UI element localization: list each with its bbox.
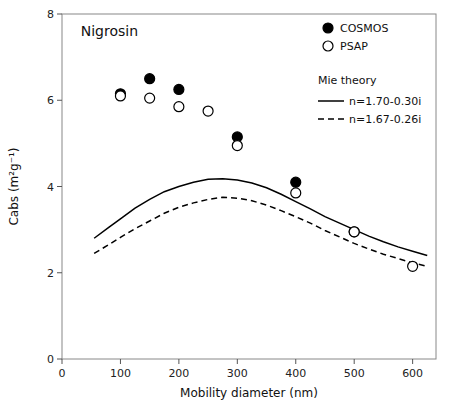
- scatter-point: [203, 106, 213, 116]
- legend-label: n=1.67-0.26i: [349, 113, 421, 126]
- x-tick: [237, 359, 238, 364]
- y-tick-label: 4: [47, 181, 54, 194]
- scatter-point: [115, 91, 125, 101]
- scatter-point: [349, 227, 359, 237]
- y-tick-label: 2: [47, 267, 54, 280]
- x-tick-label: 600: [402, 367, 423, 380]
- line-series: [94, 179, 427, 256]
- legend-line: [318, 118, 344, 120]
- legend-label: PSAP: [340, 40, 368, 53]
- x-tick-label: 0: [59, 367, 66, 380]
- scatter-point: [291, 188, 301, 198]
- x-tick-label: 400: [285, 367, 306, 380]
- scatter-point: [174, 84, 184, 94]
- y-tick: [57, 186, 62, 187]
- x-tick: [62, 359, 63, 364]
- y-tick: [57, 272, 62, 273]
- x-tick-label: 500: [344, 367, 365, 380]
- x-tick: [295, 359, 296, 364]
- x-tick-label: 100: [110, 367, 131, 380]
- scatter-point: [349, 227, 359, 237]
- chart-title: Nigrosin: [81, 23, 138, 39]
- scatter-point: [291, 177, 301, 187]
- y-tick-label: 6: [47, 94, 54, 107]
- scatter-point: [145, 93, 155, 103]
- plot-data: [94, 74, 427, 272]
- x-tick: [354, 359, 355, 364]
- legend-marker: [323, 41, 333, 51]
- legend: COSMOS PSAP Mie theory n=1.70-0.30i n=1.67-0…: [318, 22, 421, 126]
- line-series: [94, 197, 427, 266]
- y-tick: [57, 100, 62, 101]
- x-axis-label: Mobility diameter (nm): [180, 386, 318, 400]
- chart: 0 100 200 300 400 500 600 0 2 4 6 8 Mobility diamete…: [0, 0, 450, 409]
- y-tick: [57, 359, 62, 360]
- scatter-point: [174, 102, 184, 112]
- legend-label: n=1.70-0.30i: [349, 95, 421, 108]
- x-tick: [412, 359, 413, 364]
- y-axis-label: Cabs (m²g⁻¹): [7, 147, 21, 225]
- legend-label: COSMOS: [340, 22, 388, 35]
- y-tick: [57, 14, 62, 15]
- plot-frame: [62, 14, 436, 359]
- scatter-point: [145, 74, 155, 84]
- legend-marker: [323, 23, 333, 33]
- scatter-point: [232, 141, 242, 151]
- y-tick-label: 0: [47, 353, 54, 366]
- x-tick-label: 300: [227, 367, 248, 380]
- y-tick-label: 8: [47, 8, 54, 21]
- legend-title: Mie theory: [318, 74, 377, 87]
- x-tick: [120, 359, 121, 364]
- scatter-point: [408, 261, 418, 271]
- x-tick: [178, 359, 179, 364]
- legend-line: [318, 100, 344, 102]
- x-tick-label: 200: [168, 367, 189, 380]
